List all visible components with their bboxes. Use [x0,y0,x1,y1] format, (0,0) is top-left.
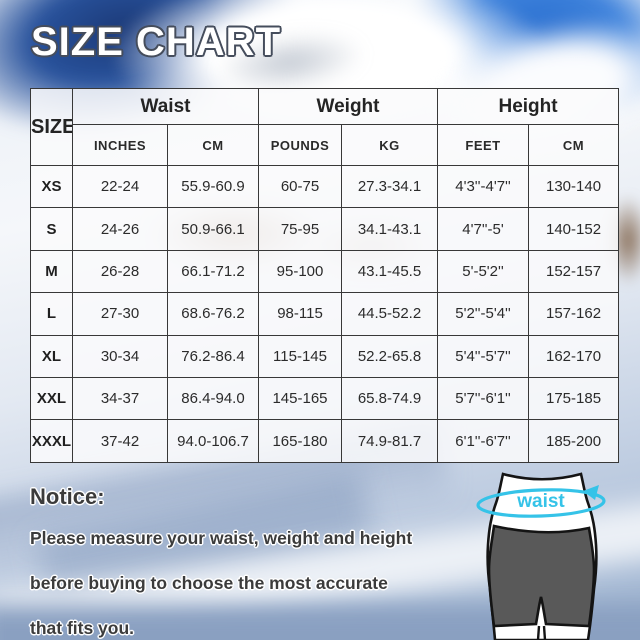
size-chart-table: SIZE Waist Weight Height INCHES CM POUND… [30,88,620,463]
column-header-weight-kg: KG [340,124,439,166]
table-cell: 152-157 [528,249,620,294]
table-cell: 140-152 [528,207,620,251]
size-cell: XL [30,334,73,378]
column-group-weight: Weight [257,88,439,125]
size-cell: XS [30,164,73,209]
table-cell: 4'7''-5' [437,207,530,251]
size-cell: L [30,292,73,336]
column-header-waist-inches: INCHES [72,124,168,166]
table-cell: 4'3''-4'7'' [437,164,530,209]
table-cell: 115-145 [258,334,342,378]
table-row: S 24-26 50.9-66.1 75-95 34.1-43.1 4'7''-5' 140… [30,207,620,251]
table-cell: 130-140 [528,164,620,209]
column-header-height-cm: CM [528,124,620,166]
table-cell: 60-75 [258,164,342,209]
table-cell: 5'7''-6'1'' [437,376,530,421]
size-cell: M [30,249,73,294]
table-cell: 76.2-86.4 [167,334,259,378]
table-cell: 165-180 [258,419,342,463]
shorts-shape [487,524,596,628]
table-cell: 5'4''-5'7'' [437,334,530,378]
table-cell: 98-115 [258,292,342,336]
table-cell: 55.9-60.9 [167,164,259,209]
column-header-weight-pounds: POUNDS [258,124,342,166]
table-row: XS 22-24 55.9-60.9 60-75 27.3-34.1 4'3''-4'7'… [30,164,620,209]
table-cell: 50.9-66.1 [167,207,259,251]
table-cell: 157-162 [528,292,620,336]
table-cell: 162-170 [528,334,620,378]
column-group-waist: Waist [72,88,259,125]
waist-label: waist [516,491,565,512]
table-cell: 65.8-74.9 [340,376,439,421]
table-cell: 75-95 [258,207,342,251]
size-table-body: XS 22-24 55.9-60.9 60-75 27.3-34.1 4'3''-4'7'… [30,164,620,463]
table-cell: 30-34 [72,334,168,378]
waist-measure-ellipse [476,488,606,518]
table-cell: 24-26 [72,207,168,251]
table-row: XL 30-34 76.2-86.4 115-145 52.2-65.8 5'4''-5'… [30,334,620,378]
table-row: L 27-30 68.6-76.2 98-115 44.5-52.2 5'2''-5'4'… [30,292,620,336]
table-cell: 44.5-52.2 [340,292,439,336]
table-header-units-row: INCHES CM POUNDS KG FEET CM [31,124,620,166]
table-row: XXL 34-37 86.4-94.0 145-165 65.8-74.9 5'7''-6… [30,376,620,421]
leg-gap-lines [536,625,547,640]
table-cell: 27.3-34.1 [340,164,439,209]
table-cell: 145-165 [258,376,342,421]
column-header-height-feet: FEET [437,124,530,166]
table-cell: 37-42 [72,419,168,463]
table-cell: 5'2''-5'4'' [437,292,530,336]
size-cell: XXL [30,376,73,421]
shorts-illustration: waist [476,472,606,640]
column-group-height: Height [437,88,620,125]
table-cell: 175-185 [528,376,620,421]
column-header-waist-cm: CM [167,124,259,166]
table-cell: 86.4-94.0 [167,376,259,421]
table-cell: 34.1-43.1 [340,207,439,251]
table-header-group-row: SIZE Waist Weight Height [30,88,620,166]
table-cell: 52.2-65.8 [340,334,439,378]
table-cell: 94.0-106.7 [167,419,259,463]
table-cell: 5'-5'2'' [437,249,530,294]
table-cell: 185-200 [528,419,620,463]
table-cell: 74.9-81.7 [340,419,439,463]
table-cell: 66.1-71.2 [167,249,259,294]
table-cell: 22-24 [72,164,168,209]
page-title: SIZE CHART [31,20,281,64]
table-cell: 68.6-76.2 [167,292,259,336]
table-cell: 6'1''-6'7'' [437,419,530,463]
size-cell: XXXL [30,419,73,463]
column-header-size: SIZE [30,88,73,166]
arrow-icon [583,485,599,500]
table-cell: 27-30 [72,292,168,336]
table-cell: 26-28 [72,249,168,294]
table-row: XXXL 37-42 94.0-106.7 165-180 74.9-81.7 6'1''… [30,419,620,463]
table-cell: 95-100 [258,249,342,294]
size-cell: S [30,207,73,251]
table-row: M 26-28 66.1-71.2 95-100 43.1-45.5 5'-5'2'' 15… [30,249,620,294]
notice-body: Please measure your waist, weight and he… [30,528,413,638]
notice-heading: Notice: [30,484,105,509]
table-cell: 34-37 [72,376,168,421]
table-cell: 43.1-45.5 [340,249,439,294]
